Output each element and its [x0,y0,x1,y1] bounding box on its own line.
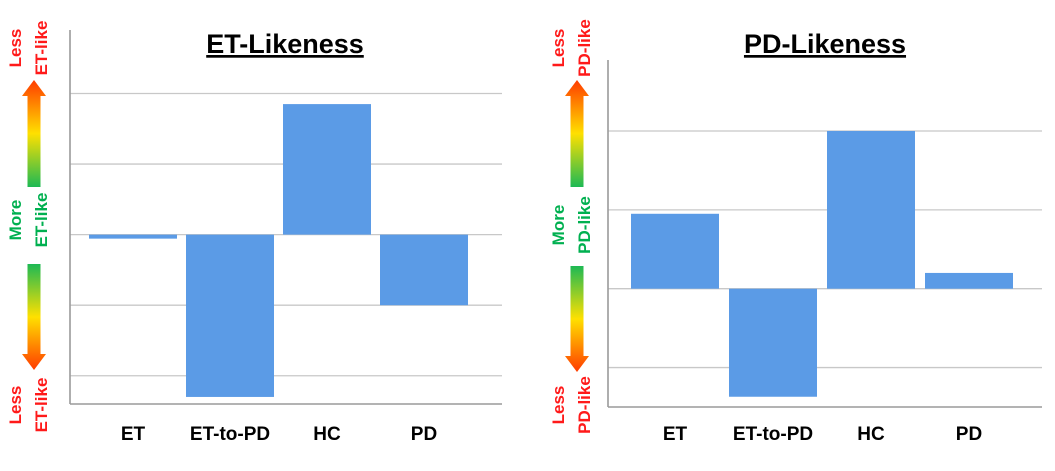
down-arrow-icon [565,266,589,372]
side-label-bottom-less: Less [549,386,568,425]
side-label-middle-more: More [6,200,25,241]
pd-likeness-panel: ET ET-to-PD HC PD PD-Likeness Less PD-like More… [540,0,1055,471]
bar-pd [925,272,1013,289]
bar-hc [827,130,915,289]
x-tick-label: HC [857,424,885,445]
down-arrow-icon [22,264,46,370]
x-tick-label: PD [956,424,982,445]
side-label-top-like: PD-like [575,19,594,77]
side-label-bottom-like: ET-like [32,378,51,433]
side-label-bottom-like: PD-like [575,376,594,434]
bar-et-to-pd [186,234,274,397]
chart-title: ET-Likeness [206,29,364,59]
side-label-top-like: ET-like [32,21,51,76]
et-likeness-chart: ET ET-to-PD HC PD ET-Likeness Less ET-like More… [6,21,502,445]
x-tick-label: ET [663,424,688,445]
x-tick-label: PD [411,424,437,445]
et-likeness-panel: ET ET-to-PD HC PD ET-Likeness Less ET-like More… [0,0,520,471]
chart-title: PD-Likeness [744,29,906,59]
side-label-middle-like: PD-like [575,196,594,254]
bar-et [89,234,177,239]
pd-likeness-chart: ET ET-to-PD HC PD PD-Likeness Less PD-like More… [549,19,1042,445]
side-label-top-less: Less [6,29,25,68]
bar-pd [380,234,468,306]
bar-et-to-pd [729,288,817,397]
bar-et [631,213,719,289]
x-tick-label: HC [313,424,341,445]
side-label-middle-more: More [549,205,568,246]
x-tick-label: ET [121,424,146,445]
up-arrow-icon [22,80,46,187]
x-tick-label: ET-to-PD [733,424,813,445]
side-label-top-less: Less [549,29,568,68]
side-label-bottom-less: Less [6,386,25,425]
up-arrow-icon [565,80,589,187]
side-label-middle-like: ET-like [32,193,51,248]
bar-hc [283,104,371,235]
x-tick-label: ET-to-PD [190,424,270,445]
